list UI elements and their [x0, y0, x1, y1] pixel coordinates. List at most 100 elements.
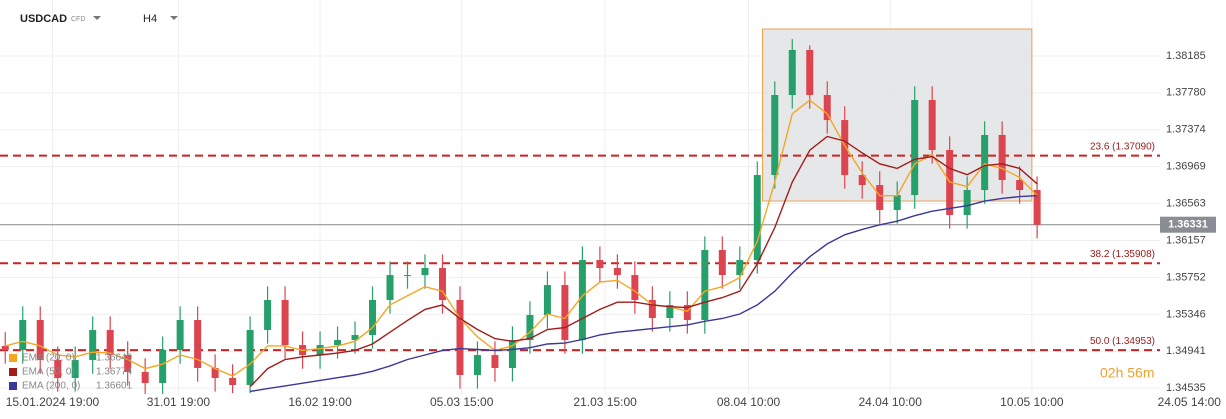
legend-value: 1.36774	[96, 367, 133, 378]
ema-line	[5, 99, 1038, 377]
candle-body	[893, 195, 901, 210]
legend-name: EMA (50, 0)	[22, 367, 75, 378]
candle-body	[456, 299, 464, 375]
candle-body	[631, 275, 639, 300]
candle-body	[404, 275, 412, 277]
timeframe[interactable]: H4	[143, 13, 157, 25]
candle-body	[998, 134, 1006, 181]
candle-body	[316, 345, 324, 356]
candle-body	[264, 299, 272, 331]
candle-body	[911, 100, 919, 196]
candle-body	[683, 304, 691, 321]
legend-value: 1.36649	[96, 353, 133, 364]
candle-body	[281, 299, 289, 346]
candle-timer: 02h 56m	[1100, 365, 1154, 381]
x-tick-label: 05.03 15:00	[430, 395, 494, 409]
x-tick-label: 21.03 15:00	[573, 395, 637, 409]
x-tick-label: 24.05 14:00	[1158, 395, 1222, 409]
candle-body	[561, 285, 569, 341]
candle-body	[806, 49, 814, 96]
candle-body	[858, 175, 866, 186]
plot-area: 23.6 (1.37090) 38.2 (1.35908) 50.0 (1.3495…	[0, 0, 1160, 395]
ema-line	[249, 135, 1038, 388]
candle-body	[596, 260, 604, 269]
y-tick-label: 1.37780	[1166, 87, 1206, 99]
current-price-label: 1.36331	[1168, 219, 1208, 231]
candle-body	[19, 320, 27, 351]
candle-body	[981, 134, 989, 191]
candle-body	[159, 350, 167, 383]
candle-body	[141, 371, 149, 383]
candle-body	[491, 355, 499, 368]
candle-body	[473, 355, 481, 375]
candle-body	[701, 250, 709, 321]
candle-body	[578, 260, 586, 341]
ema-line	[249, 195, 1038, 393]
candle-body	[928, 100, 936, 150]
candle-body	[963, 190, 971, 215]
legend-swatch	[9, 354, 17, 362]
y-tick-label: 1.36157	[1166, 234, 1206, 246]
candle-body	[229, 377, 237, 385]
legend-swatch	[9, 382, 17, 390]
candle-body	[36, 320, 44, 361]
x-tick-label: 15.01.2024 19:00	[6, 395, 100, 409]
candle-body	[823, 95, 831, 121]
y-tick-label: 1.36563	[1166, 198, 1206, 210]
candle-body	[771, 95, 779, 176]
candle-body	[753, 175, 761, 261]
candle-body	[124, 355, 132, 372]
candle-body	[543, 285, 551, 315]
candle-body	[1016, 180, 1024, 191]
market: CFD	[71, 16, 85, 23]
fib-label: 23.6 (1.37090)	[1090, 141, 1155, 152]
y-tick-label: 1.34535	[1166, 382, 1206, 394]
y-tick-label: 1.35752	[1166, 271, 1206, 283]
candle-body	[788, 49, 796, 96]
candle-body	[526, 314, 534, 341]
x-tick-label: 10.05 10:00	[1000, 395, 1064, 409]
timeframe-dropdown[interactable]	[170, 16, 178, 20]
candle-body	[421, 268, 429, 276]
candle-body	[369, 299, 377, 336]
candle-body	[89, 330, 97, 361]
candle-body	[386, 275, 394, 300]
fib-label: 38.2 (1.35908)	[1090, 249, 1155, 260]
x-tick-label: 16.02 19:00	[288, 395, 352, 409]
legend-name: EMA (20, 0)	[22, 353, 75, 364]
candle-body	[613, 268, 621, 276]
candle-body	[841, 120, 849, 176]
y-tick-label: 1.38185	[1166, 50, 1206, 62]
y-tick-label: 1.34941	[1166, 345, 1206, 357]
y-tick-label: 1.37374	[1166, 124, 1206, 136]
current-price-badge	[1160, 216, 1216, 233]
legend-value: 1.36601	[96, 381, 133, 392]
candle-body	[1033, 190, 1041, 225]
y-tick-label: 1.36969	[1166, 161, 1206, 173]
candle-body	[876, 185, 884, 210]
candle-body	[438, 268, 446, 300]
candle-body	[334, 340, 342, 346]
candle-body	[54, 360, 62, 378]
symbol[interactable]: USDCAD	[20, 13, 67, 25]
candle-body	[106, 330, 114, 356]
candle-body	[508, 340, 516, 368]
candle-body	[1, 345, 9, 351]
candle-body	[194, 320, 202, 368]
candle-body	[71, 360, 79, 378]
legend-swatch	[9, 368, 17, 376]
x-tick-label: 31.01 19:00	[147, 395, 211, 409]
candle-body	[718, 250, 726, 276]
x-tick-label: 24.04 10:00	[859, 395, 923, 409]
candle-body	[176, 320, 184, 351]
candle-body	[736, 260, 744, 276]
candle-body	[246, 330, 254, 385]
highlight-box	[762, 28, 1033, 202]
candle-body	[211, 367, 219, 378]
legend-name: EMA (200, 0)	[22, 381, 80, 392]
y-tick-label: 1.35346	[1166, 308, 1206, 320]
x-tick-label: 08.04 10:00	[717, 395, 781, 409]
candle-body	[351, 335, 359, 341]
symbol-dropdown[interactable]	[93, 16, 101, 20]
